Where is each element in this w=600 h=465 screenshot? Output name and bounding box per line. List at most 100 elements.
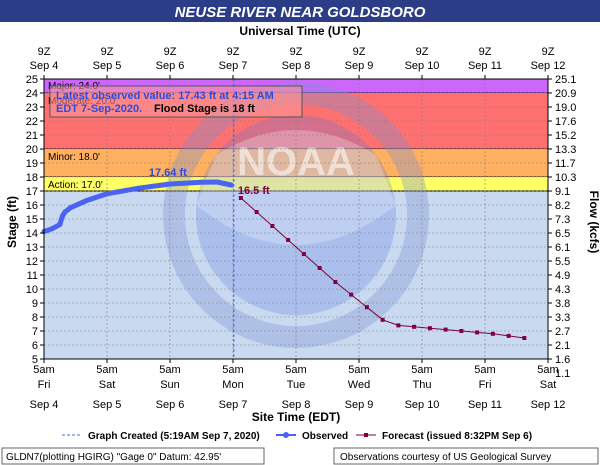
bottom-tick-day-7: Fri [479,379,492,391]
y-tick-label-18: 18 [26,172,38,184]
top-tick-label-4: 9Z [290,46,303,58]
forecast-point-11 [412,324,417,329]
bottom-tick-time-2: 5am [159,364,180,376]
forecast-point-13 [443,327,448,332]
flow-tick-label-10: 7.3 [555,214,570,226]
forecast-point-8 [364,305,369,310]
bottom-tick-day-2: Sun [160,379,180,391]
observed-point-3 [59,213,65,219]
flow-tick-label-14: 4.9 [555,270,570,282]
flow-tick-label-3: 17.6 [555,116,576,128]
bottom-tick-date-0: Sep 4 [30,399,59,411]
y-tick-label-10: 10 [26,284,38,296]
top-tick-date-4: Sep 8 [282,60,311,72]
bottom-tick-date-4: Sep 8 [282,399,311,411]
footer-datum: GLDN7(plotting HGIRG) "Gage 0" Datum: 42… [6,452,221,463]
observed-point-8 [136,185,141,191]
bottom-tick-time-5: 5am [348,364,369,376]
top-tick-date-5: Sep 9 [345,60,374,72]
bottom-tick-day-0: Fri [38,379,51,391]
flow-tick-label-16: 3.8 [555,298,570,310]
flow-tick-label-7: 10.3 [555,172,576,184]
watermark-text: NOAA [237,140,355,184]
observed-point-2 [57,222,63,228]
forecast-point-12 [427,326,432,331]
forecast-point-4 [301,252,306,256]
forecast-point-7 [349,292,354,297]
y-tick-label-22: 22 [26,116,38,128]
bottom-tick-date-7: Sep 11 [468,399,502,411]
bottom-tick-day-3: Mon [222,379,243,391]
y-tick-label-13: 13 [26,242,38,254]
flow-tick-label-20: 1.6 [555,354,570,366]
bottom-tick-date-6: Sep 10 [405,399,440,411]
forecast-point-18 [522,336,527,340]
axes: 5 6 7 8 9 10 11 12 13 14 15 16 17 18 19 20 21 22 23 24 25 25.… [26,46,577,411]
forecast-point-1 [254,210,259,214]
flow-tick-label-21: 1.1 [555,368,570,380]
top-tick-label-1: 9Z [101,46,114,58]
top-tick-date-6: Sep 10 [405,60,440,72]
top-tick-label-3: 9Z [227,46,240,58]
bottom-tick-time-0: 5am [33,364,54,376]
bottom-tick-time-3: 5am [222,364,243,376]
y-tick-label-11: 11 [27,270,38,282]
observed-point-1 [49,226,55,232]
band-label-action: Action: 17.0' [48,180,103,191]
y2-axis-label: Flow (kcfs) [587,191,600,254]
annotations: 17.64 ft 16.5 ft Latest observed value: 17… [49,85,303,197]
latest-observed-line1: Latest observed value: 17.43 ft at 4:15 … [56,90,274,102]
top-tick-date-7: Sep 11 [468,60,502,72]
latest-observed-box [49,85,303,118]
forecast-point-14 [459,329,464,333]
flow-tick-label-2: 19.0 [555,102,576,114]
y-tick-label-6: 6 [32,340,38,352]
forecast-point-2 [270,224,275,228]
bottom-tick-date-5: Sep 9 [345,399,374,411]
footer-credit: Observations courtesy of US Geological S… [340,452,551,463]
y-tick-label-5: 5 [32,354,38,366]
legend: Graph Created (5:19AM Sep 7, 2020) Obser… [62,431,532,442]
flow-tick-label-13: 5.5 [555,256,570,268]
y-tick-label-14: 14 [26,228,38,240]
top-tick-date-8: Sep 12 [531,60,566,72]
forecast-point-6 [333,280,338,284]
top-tick-date-3: Sep 7 [219,60,248,72]
observed-point-12 [228,182,234,188]
forecast-point-15 [475,330,480,335]
series-layer [41,79,527,359]
y-tick-label-20: 20 [26,144,38,156]
y-tick-label-25: 25 [26,74,38,86]
bottom-tick-time-1: 5am [96,364,117,376]
y-tick-label-9: 9 [32,298,38,310]
bottom-tick-day-4: Tue [287,379,306,391]
y-tick-label-17: 17 [26,186,38,198]
y-tick-label-12: 12 [26,256,38,268]
flow-tick-label-18: 2.7 [555,326,570,338]
forecast-crest-label: 16.5 ft [238,185,270,197]
observed-point-4 [62,209,68,215]
observed-point-11 [214,179,220,185]
y-tick-label-16: 16 [26,200,38,212]
observed-point-9 [167,181,173,187]
top-tick-date-2: Sep 6 [156,60,185,72]
bottom-tick-date-8: Sep 12 [531,399,566,411]
top-tick-label-6: 9Z [416,46,429,58]
bottom-tick-date-2: Sep 6 [156,399,185,411]
flow-tick-label-12: 6.1 [555,242,570,254]
bottom-tick-date-1: Sep 5 [93,399,122,411]
top-tick-date-0: Sep 4 [30,60,59,72]
title-bar [0,0,600,22]
band-label-minor: Minor: 18.0' [48,152,100,163]
top-tick-label-8: 9Z [542,46,555,58]
y-tick-label-23: 23 [26,102,38,114]
flow-tick-label-15: 4.3 [555,284,570,296]
top-tick-label-2: 9Z [164,46,177,58]
flood-stage-note: Flood Stage is 18 ft [154,103,255,115]
legend-observed-marker [283,432,289,438]
forecast-point-10 [396,323,401,328]
observed-point-7 [104,191,110,197]
legend-created: Graph Created (5:19AM Sep 7, 2020) [88,431,260,442]
bottom-tick-day-1: Sat [99,379,116,391]
